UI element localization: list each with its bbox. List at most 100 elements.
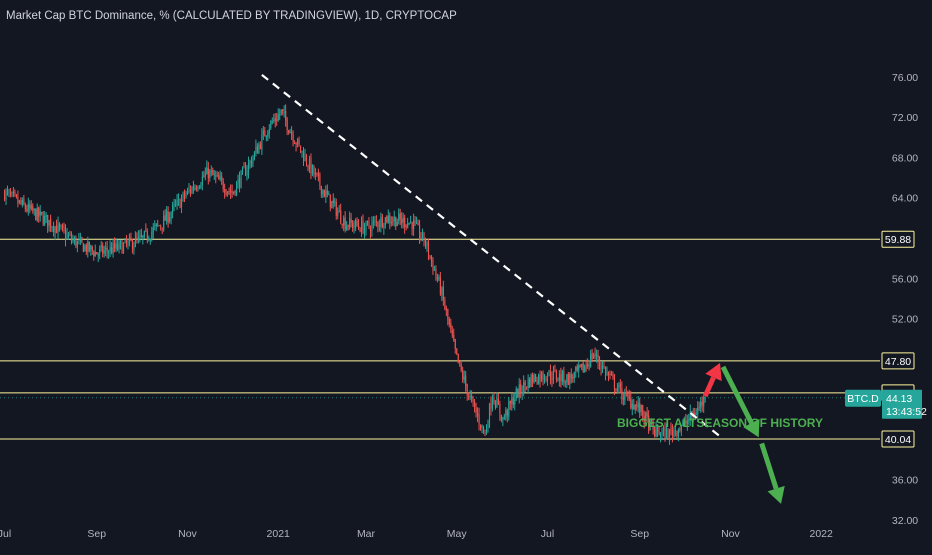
candle-body — [630, 397, 632, 408]
candle-body — [4, 191, 6, 200]
candle-body — [219, 177, 221, 180]
candle-body — [402, 217, 404, 223]
candle-body — [454, 339, 456, 349]
candle-body — [288, 130, 290, 133]
candle-body — [530, 374, 532, 387]
candle-body — [683, 419, 685, 422]
candle-body — [320, 185, 322, 195]
candle-body — [634, 404, 636, 410]
candle-body — [432, 259, 434, 271]
candle-body — [240, 171, 242, 189]
candle-body — [188, 189, 190, 191]
candle-body — [172, 205, 174, 213]
candle-body — [64, 231, 67, 240]
candle-body — [420, 237, 422, 239]
candle-body — [81, 236, 83, 243]
candle-body — [267, 132, 269, 137]
candle-body — [145, 230, 147, 231]
candle-body — [27, 203, 29, 212]
candle-body — [12, 191, 15, 194]
candle-body — [603, 366, 605, 368]
arrow-head-2 — [767, 485, 785, 504]
candle-body — [195, 188, 198, 190]
candle-body — [502, 417, 504, 420]
candle-body — [621, 388, 623, 400]
candle-body — [343, 218, 345, 226]
x-axis[interactable]: Jul Sep Nov 2021 Mar May Jul Sep Nov 2022 — [0, 528, 833, 540]
candle-body — [480, 425, 482, 429]
candle-body — [349, 217, 351, 229]
candle-body — [578, 365, 580, 371]
candle-body — [615, 388, 617, 392]
candle-body — [639, 402, 641, 413]
candle-body — [607, 372, 610, 376]
candle-body — [652, 423, 654, 430]
candle-body — [676, 430, 678, 436]
candle-body — [346, 225, 348, 231]
candle-body — [140, 234, 142, 237]
candle-body — [372, 220, 375, 224]
candle-body — [167, 211, 169, 223]
x-tick-label-0: Jul — [0, 528, 11, 540]
candle-body — [567, 373, 569, 385]
candle-body — [695, 413, 697, 415]
y-axis[interactable]: 59.8847.8044.6240.0476.0072.0068.0064.00… — [845, 72, 927, 550]
arrow-head-0 — [705, 362, 722, 382]
candle-body — [618, 384, 620, 389]
candle-body — [484, 432, 486, 434]
candle-body — [377, 222, 379, 227]
candle-body — [688, 419, 690, 422]
candle-body — [57, 223, 59, 232]
candle-body — [561, 370, 563, 382]
candle-body — [69, 234, 71, 235]
candle-body — [393, 216, 395, 222]
level-label-1: 47.80 — [885, 356, 911, 368]
candle-body — [491, 398, 494, 409]
current-price-box — [882, 389, 922, 419]
candle-body — [569, 373, 571, 385]
candle-body — [585, 365, 587, 367]
candle-body — [485, 429, 488, 434]
candle-body — [274, 118, 276, 121]
candle-body — [427, 241, 430, 256]
candle-body — [227, 191, 229, 195]
candle-body — [487, 425, 489, 428]
candle-body — [249, 160, 251, 163]
candle-body — [252, 157, 254, 164]
candle-body — [45, 214, 47, 217]
candle-body — [512, 397, 514, 406]
candle-body — [173, 204, 175, 205]
level-label-3: 40.04 — [885, 434, 911, 446]
candle-body — [384, 217, 386, 226]
candle-body — [593, 355, 595, 358]
candle-body — [166, 210, 168, 222]
candle-body — [161, 227, 163, 229]
candle-body — [246, 170, 248, 176]
candle-body — [303, 152, 305, 162]
candle-body — [18, 200, 20, 203]
candle-body — [125, 240, 128, 244]
candle-body — [305, 156, 308, 165]
candle-body — [407, 222, 409, 228]
candle-body — [66, 234, 68, 239]
candle-body — [511, 398, 513, 405]
candle-body — [316, 172, 318, 175]
candle-body — [164, 214, 166, 221]
candle-body — [341, 223, 343, 226]
candle-body — [465, 375, 467, 386]
candle-body — [557, 379, 559, 381]
candle-body — [395, 216, 397, 227]
candle-body — [24, 205, 26, 210]
candle-body — [438, 277, 440, 280]
candle-body — [48, 220, 50, 226]
candle-body — [689, 411, 691, 420]
candle-body — [633, 405, 635, 410]
candle-body — [413, 220, 415, 230]
candle-body — [289, 131, 291, 134]
candle-body — [85, 244, 87, 252]
candle-body — [76, 240, 78, 247]
candle-body — [222, 181, 224, 190]
candle-body — [387, 216, 389, 223]
